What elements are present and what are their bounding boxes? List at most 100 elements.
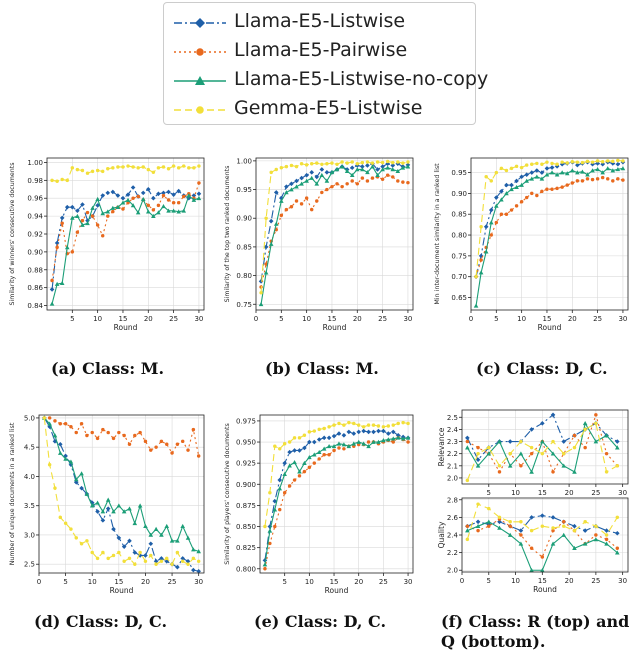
data-point: [49, 287, 55, 292]
data-point: [60, 221, 64, 225]
data-point: [342, 447, 346, 451]
data-point: [100, 509, 106, 514]
caption-a: (a) Class: M.: [51, 359, 165, 378]
data-point: [320, 190, 324, 195]
data-point: [550, 515, 556, 520]
data-point: [497, 515, 502, 520]
data-point: [551, 439, 555, 444]
data-point: [562, 451, 566, 456]
data-point: [465, 537, 470, 542]
data-point: [136, 194, 140, 199]
data-point: [595, 177, 600, 181]
series-gemma-e5-listwise: [263, 420, 410, 529]
data-point: [47, 421, 52, 426]
data-point: [191, 197, 197, 202]
data-point: [474, 274, 478, 279]
series-line: [466, 422, 618, 481]
data-point: [90, 169, 95, 174]
data-point: [590, 160, 595, 164]
data-point: [391, 160, 395, 165]
data-point: [600, 161, 605, 167]
data-point: [371, 439, 376, 444]
data-point: [524, 163, 529, 167]
data-point: [143, 559, 148, 564]
x-tick-label: 0: [254, 315, 258, 323]
data-point: [336, 441, 342, 446]
data-point: [319, 172, 325, 178]
data-point: [330, 184, 334, 189]
data-point: [100, 193, 106, 198]
data-point: [401, 180, 405, 184]
data-point: [192, 166, 196, 170]
legend-label: Llama-E5-Listwise-no-copy: [234, 68, 489, 90]
data-point: [131, 165, 135, 169]
data-point: [330, 161, 334, 165]
data-point: [299, 162, 304, 166]
data-point: [316, 437, 322, 442]
plot-frame: [461, 409, 629, 485]
x-tick-label: 15: [114, 578, 123, 586]
data-point: [365, 163, 370, 168]
series-line: [43, 417, 199, 572]
y-tick-label: 2.4: [447, 426, 459, 434]
data-point: [534, 174, 540, 179]
data-point: [287, 449, 292, 455]
data-point: [380, 177, 385, 181]
data-point: [47, 416, 52, 420]
data-point: [370, 164, 375, 169]
data-point: [196, 191, 202, 197]
data-point: [166, 208, 171, 213]
data-point: [59, 280, 65, 286]
y-tick-label: 1.00: [236, 157, 252, 165]
data-point: [196, 454, 201, 458]
data-point: [111, 526, 116, 532]
data-point: [55, 179, 59, 183]
data-point: [272, 507, 278, 512]
data-point: [341, 442, 347, 447]
data-point: [95, 168, 100, 173]
x-tick-label: 10: [305, 578, 314, 586]
data-point: [344, 168, 350, 174]
y-tick-label: 2.1: [447, 462, 458, 470]
data-point: [317, 427, 321, 432]
data-point: [171, 164, 176, 168]
data-point: [509, 186, 514, 192]
data-point: [80, 218, 85, 223]
data-point: [143, 439, 148, 444]
data-point: [176, 209, 181, 214]
data-point: [132, 550, 138, 555]
data-point: [292, 460, 297, 465]
data-point: [292, 436, 297, 440]
data-point: [268, 218, 274, 224]
data-point: [366, 429, 371, 435]
data-point: [401, 420, 405, 425]
data-point: [69, 424, 73, 429]
data-point: [196, 195, 202, 201]
data-point: [529, 451, 534, 456]
data-point: [585, 159, 590, 164]
x-tick-label: 25: [378, 315, 387, 323]
y-tick-label: 0.88: [27, 266, 43, 274]
legend-swatch-gemma-listwise: [174, 106, 226, 114]
data-point: [121, 509, 127, 514]
data-point: [307, 454, 312, 460]
data-point: [268, 491, 272, 495]
caption-e: (e) Class: D, C.: [254, 612, 387, 631]
data-point: [366, 443, 371, 449]
data-point: [146, 203, 151, 208]
data-point: [166, 189, 171, 195]
data-point: [390, 167, 396, 172]
x-tick-label: 30: [618, 489, 627, 497]
y-tick-label: 0.84: [27, 302, 43, 310]
data-point: [405, 435, 411, 440]
chart-panel-d: 2.5 3.0 3.5 4.0 4.5 5.0 0 5 10 15 20 25 30 Round Numbe…: [9, 414, 205, 595]
data-point: [79, 422, 84, 426]
x-tick-label: 25: [168, 578, 177, 586]
data-point: [273, 221, 279, 226]
data-point: [545, 187, 549, 191]
data-point: [309, 162, 314, 166]
data-point: [53, 486, 57, 490]
x-tick-label: 20: [353, 315, 362, 323]
data-point: [153, 526, 159, 531]
data-point: [64, 245, 70, 250]
